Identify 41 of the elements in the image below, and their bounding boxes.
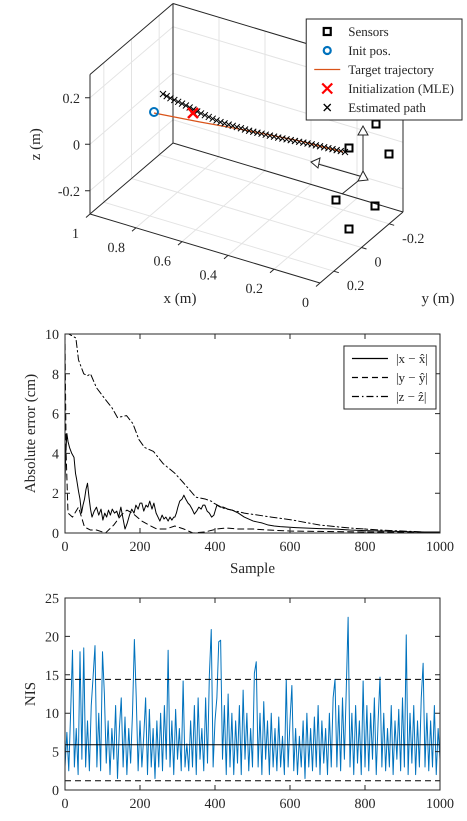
x-tick-label: 400: [204, 540, 226, 555]
y-tick-label: 6: [52, 408, 59, 423]
text: y (m): [422, 291, 454, 307]
y-axis-title: Absolute error (cm): [23, 374, 39, 494]
x-tick-label: 0: [62, 540, 68, 555]
text: x (m): [164, 291, 196, 307]
y-tick-label: 4: [52, 447, 59, 462]
legend-label: |z − ẑ|: [396, 389, 427, 404]
y-tick-label: 10: [45, 707, 59, 722]
y-tick-label: 20: [45, 630, 59, 646]
y-tick-label: 0: [52, 527, 59, 542]
text: -0.2: [58, 184, 80, 200]
legend-label: |y − ŷ|: [396, 370, 428, 385]
x-tick-label: 1000: [426, 540, 454, 555]
text: 0.2: [346, 279, 364, 294]
y-tick-label: 2: [52, 487, 59, 502]
text: 1: [72, 227, 79, 242]
legend-label: |x − x̂|: [396, 351, 428, 366]
x-tick-label: 800: [354, 797, 376, 812]
text: z (m): [28, 128, 44, 160]
x-tick-label: 600: [280, 540, 300, 555]
text: -0.2: [402, 232, 424, 247]
x-axis-title: Sample: [230, 561, 276, 577]
text: 0.2: [62, 92, 80, 107]
text: 0.2: [246, 282, 263, 298]
y-tick-label: 10: [45, 328, 59, 343]
x-tick-label: 600: [280, 797, 300, 812]
text: 0: [73, 138, 80, 154]
x-tick-label: 800: [354, 540, 376, 555]
x-tick-label: 0: [62, 797, 68, 812]
y-tick-label: 8: [52, 368, 59, 383]
y-tick-label: 15: [45, 668, 59, 684]
x-tick-label: 1000: [426, 797, 454, 812]
y-tick-label: 5: [52, 746, 59, 761]
y-tick-label: 25: [45, 592, 59, 607]
x-tick-label: 200: [130, 540, 150, 555]
y-axis-title: NIS: [23, 682, 39, 706]
y-tick-label: 0: [52, 784, 59, 799]
x-tick-label: 200: [130, 797, 150, 812]
x-tick-label: 400: [204, 797, 226, 812]
text: 0: [302, 296, 309, 311]
